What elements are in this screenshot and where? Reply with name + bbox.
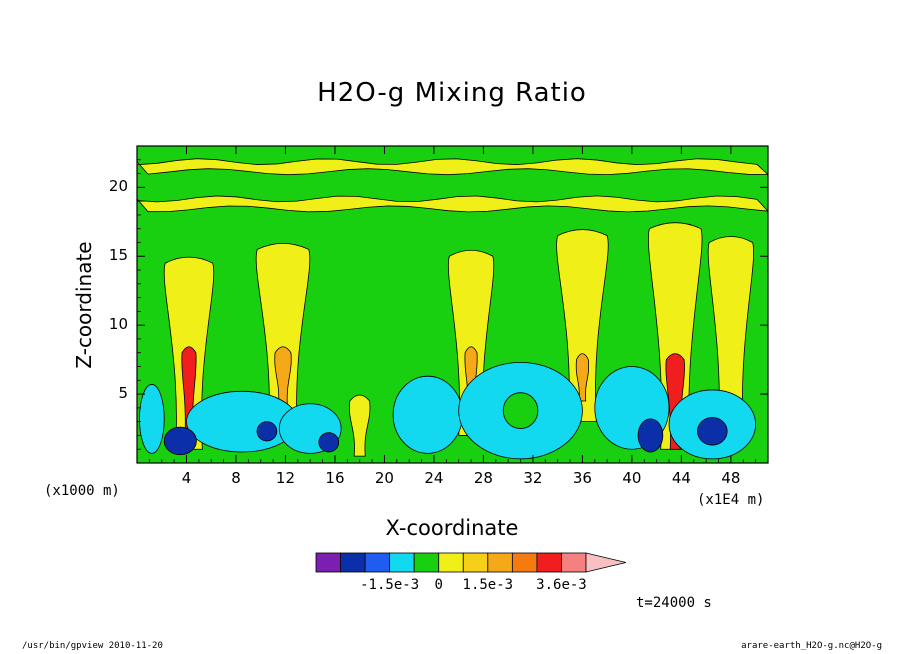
colorbar-segment: [389, 552, 415, 573]
colorbar: [315, 552, 627, 573]
colorbar-segment: [438, 552, 464, 573]
x-axis-label: X-coordinate: [385, 516, 519, 540]
contour-blob: [256, 421, 278, 442]
contour-plume: [255, 242, 311, 436]
colorbar-segment: [462, 552, 489, 573]
y-tick-label: 10: [108, 315, 128, 334]
contour-blob: [697, 417, 728, 446]
colorbar-tick-label: -1.5e-3: [360, 577, 420, 593]
y-tick-label: 20: [108, 177, 128, 196]
x-unit-left: (x1000 m): [44, 483, 120, 499]
axis-ticks: [137, 146, 768, 463]
contour-core: [274, 346, 292, 409]
colorbar-segment: [413, 552, 440, 573]
contour-plume: [348, 394, 371, 457]
plot-frame: [136, 145, 769, 464]
footer-right: arare-earth_H2O-g.nc@H2O-g: [741, 641, 882, 651]
x-tick-label: 48: [721, 469, 741, 487]
colorbar-segment: [340, 552, 366, 573]
x-tick-label: 36: [572, 469, 592, 487]
contour-blob: [139, 384, 165, 454]
y-tick-label: 15: [108, 246, 128, 265]
contour-blob: [502, 392, 539, 429]
colorbar-tick-label: 1.5e-3: [462, 577, 514, 593]
contour-core: [575, 353, 590, 402]
colorbar-segment: [487, 552, 513, 573]
colorbar-tick-label: 3.6e-3: [536, 577, 587, 593]
contour-field: [137, 146, 768, 463]
chart-title: H2O-g Mixing Ratio: [317, 78, 587, 108]
contour-blob: [318, 432, 340, 453]
colorbar-segment: [364, 552, 391, 573]
colorbar-tick-label: 0: [434, 577, 443, 593]
x-tick-label: 12: [275, 469, 296, 487]
contour-plume: [707, 236, 755, 436]
x-tick-label: 40: [622, 469, 642, 487]
colorbar-segment: [561, 552, 587, 573]
footer-left: /usr/bin/gpview 2010-11-20: [22, 641, 163, 651]
colorbar-segment: [511, 552, 538, 573]
x-tick-label: 20: [374, 469, 394, 487]
x-tick-label: 8: [231, 469, 241, 487]
colorbar-arrow: [585, 552, 627, 573]
x-tick-label: 24: [424, 469, 444, 487]
colorbar-segment: [315, 552, 341, 573]
contour-blob: [163, 426, 197, 456]
contour-blob: [392, 375, 463, 454]
contour-blob: [637, 418, 664, 453]
x-tick-label: 32: [523, 469, 543, 487]
contour-band: [137, 195, 768, 213]
x-tick-label: 44: [671, 469, 691, 487]
colorbar-segment: [536, 552, 562, 573]
x-tick-label: 16: [325, 469, 345, 487]
contour-plume: [556, 229, 609, 423]
contour-band: [137, 158, 768, 176]
x-tick-label: 4: [181, 469, 192, 487]
y-tick-label: 5: [118, 384, 128, 403]
x-tick-label: 28: [473, 469, 493, 487]
x-unit-right: (x1E4 m): [697, 492, 765, 508]
time-label: t=24000 s: [636, 595, 712, 611]
